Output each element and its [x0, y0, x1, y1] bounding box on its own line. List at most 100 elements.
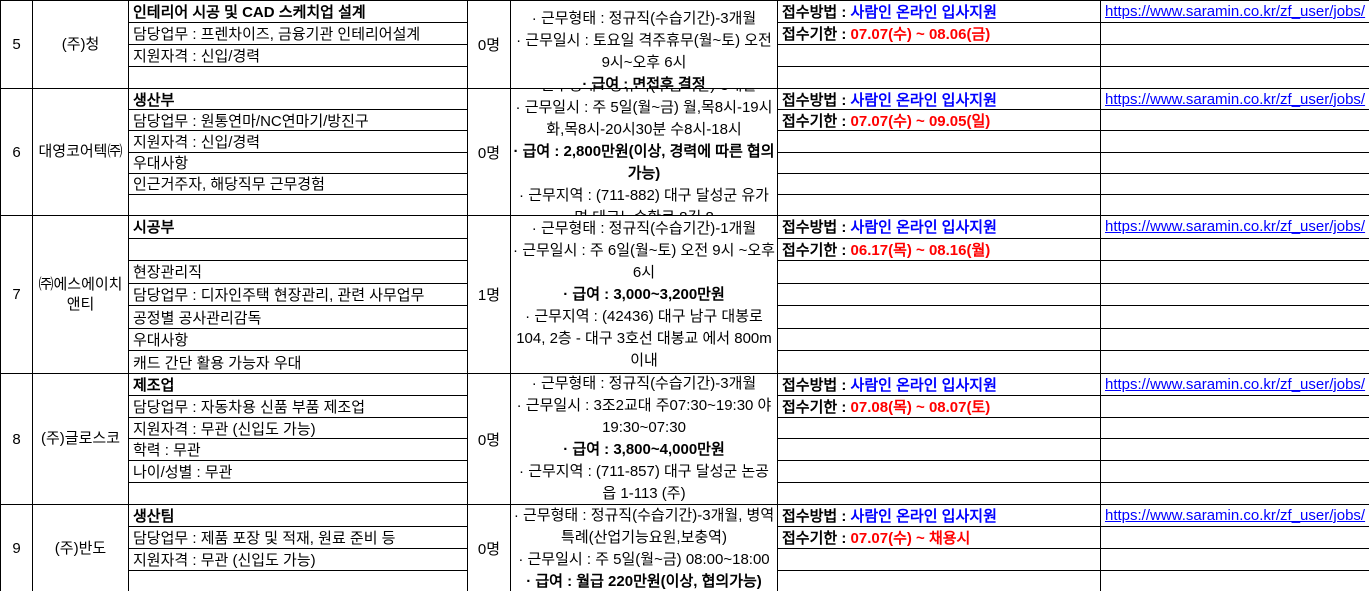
- job-url-link[interactable]: https://www.saramin.co.kr/zf_user/jobs/: [1105, 507, 1366, 524]
- row-number-cell[interactable]: 8: [1, 374, 33, 504]
- empty-cell-row[interactable]: [1101, 23, 1369, 45]
- company-cell[interactable]: (주)청: [33, 1, 129, 88]
- deadline-row[interactable]: 접수기한 : 07.07(수) ~ 채용시: [778, 527, 1100, 549]
- deadline-row[interactable]: 접수기한 : 06.17(목) ~ 08.16(월): [778, 239, 1100, 262]
- empty-cell-row[interactable]: [1101, 239, 1369, 262]
- conditions-cell[interactable]: · 근무형태 : 정규직(수습기간)-3개월, 병역특례(산업기능요원,보충역)…: [511, 505, 778, 591]
- detail-row[interactable]: [129, 67, 467, 88]
- detail-row[interactable]: 제조업: [129, 374, 467, 396]
- detail-row[interactable]: 지원자격 : 무관 (신입도 가능): [129, 418, 467, 440]
- url-row[interactable]: https://www.saramin.co.kr/zf_user/jobs/: [1101, 89, 1369, 111]
- empty-cell-row[interactable]: [778, 549, 1100, 571]
- detail-row[interactable]: [129, 571, 467, 591]
- headcount-cell[interactable]: 0명: [468, 374, 511, 504]
- empty-cell-row[interactable]: [1101, 329, 1369, 352]
- job-url-link[interactable]: https://www.saramin.co.kr/zf_user/jobs/: [1105, 218, 1366, 236]
- empty-cell-row[interactable]: [1101, 461, 1369, 484]
- detail-row[interactable]: 담당업무 : 디자인주택 현장관리, 관련 사무업무: [129, 284, 467, 307]
- deadline-row[interactable]: 접수기한 : 07.07(수) ~ 08.06(금): [778, 23, 1100, 45]
- empty-cell-row[interactable]: [778, 306, 1100, 329]
- detail-row[interactable]: 시공부: [129, 216, 467, 239]
- url-row[interactable]: https://www.saramin.co.kr/zf_user/jobs/: [1101, 374, 1369, 396]
- empty-cell-row[interactable]: [778, 261, 1100, 284]
- empty-cell-row[interactable]: [778, 153, 1100, 174]
- empty-cell-row[interactable]: [1101, 351, 1369, 373]
- empty-cell-row[interactable]: [778, 461, 1100, 484]
- empty-cell-row[interactable]: [1101, 306, 1369, 329]
- apply-method-row[interactable]: 접수방법 : 사람인 온라인 입사지원: [778, 1, 1100, 23]
- empty-cell-row[interactable]: [1101, 483, 1369, 504]
- job-url-link[interactable]: https://www.saramin.co.kr/zf_user/jobs/: [1105, 3, 1366, 20]
- apply-method-row[interactable]: 접수방법 : 사람인 온라인 입사지원: [778, 374, 1100, 396]
- deadline-row[interactable]: 접수기한 : 07.07(수) ~ 09.05(일): [778, 110, 1100, 132]
- empty-cell-row[interactable]: [778, 483, 1100, 504]
- conditions-cell[interactable]: · 근무형태 : 정규직(수습기간)-3개월 · 근무일시 : 토요일 격주휴무(…: [511, 1, 778, 88]
- empty-cell-row[interactable]: [1101, 549, 1369, 571]
- detail-row[interactable]: 학력 : 무관: [129, 439, 467, 462]
- empty-cell-row[interactable]: [1101, 45, 1369, 67]
- conditions-cell[interactable]: · 근무형태 : 정규직(수습기간)-3개월 · 근무일시 : 주 5일(월~금)…: [511, 89, 778, 215]
- empty-cell-row[interactable]: [1101, 571, 1369, 591]
- detail-row[interactable]: 담당업무 : 프렌차이즈, 금융기관 인테리어설계: [129, 23, 467, 45]
- empty-cell-row[interactable]: [778, 571, 1100, 591]
- row-number-cell[interactable]: 7: [1, 216, 33, 373]
- empty-cell-row[interactable]: [778, 195, 1100, 215]
- row-number-cell[interactable]: 6: [1, 89, 33, 215]
- empty-cell-row[interactable]: [1101, 439, 1369, 462]
- empty-cell-row[interactable]: [1101, 195, 1369, 215]
- url-row[interactable]: https://www.saramin.co.kr/zf_user/jobs/: [1101, 1, 1369, 23]
- detail-row[interactable]: 인테리어 시공 및 CAD 스케치업 설계: [129, 1, 467, 23]
- apply-method-row[interactable]: 접수방법 : 사람인 온라인 입사지원: [778, 216, 1100, 239]
- job-url-link[interactable]: https://www.saramin.co.kr/zf_user/jobs/: [1105, 375, 1366, 393]
- empty-cell-row[interactable]: [778, 329, 1100, 352]
- empty-cell-row[interactable]: [778, 131, 1100, 153]
- detail-row[interactable]: 담당업무 : 제품 포장 및 적재, 원료 준비 등: [129, 527, 467, 549]
- url-row[interactable]: https://www.saramin.co.kr/zf_user/jobs/: [1101, 216, 1369, 239]
- headcount-cell[interactable]: 1명: [468, 216, 511, 373]
- detail-row[interactable]: 지원자격 : 신입/경력: [129, 131, 467, 153]
- company-cell[interactable]: ㈜에스에이치앤티: [33, 216, 129, 373]
- detail-row[interactable]: 지원자격 : 무관 (신입도 가능): [129, 549, 467, 571]
- detail-row[interactable]: 생산팀: [129, 505, 467, 527]
- detail-row[interactable]: 인근거주자, 해당직무 근무경험: [129, 174, 467, 195]
- detail-row[interactable]: [129, 483, 467, 504]
- empty-cell-row[interactable]: [1101, 527, 1369, 549]
- empty-cell-row[interactable]: [778, 439, 1100, 462]
- url-row[interactable]: https://www.saramin.co.kr/zf_user/jobs/: [1101, 505, 1369, 527]
- detail-row[interactable]: 담당업무 : 원통연마/NC연마기/방진구: [129, 110, 467, 132]
- detail-row[interactable]: 우대사항: [129, 329, 467, 352]
- conditions-cell[interactable]: · 근무형태 : 정규직(수습기간)-3개월 · 근무일시 : 3조2교대 주07…: [511, 374, 778, 504]
- empty-cell-row[interactable]: [1101, 418, 1369, 440]
- detail-row[interactable]: 나이/성별 : 무관: [129, 461, 467, 484]
- empty-cell-row[interactable]: [778, 174, 1100, 195]
- empty-cell-row[interactable]: [778, 67, 1100, 88]
- empty-cell-row[interactable]: [1101, 174, 1369, 195]
- company-cell[interactable]: (주)글로스코: [33, 374, 129, 504]
- detail-row[interactable]: 지원자격 : 신입/경력: [129, 45, 467, 67]
- apply-method-row[interactable]: 접수방법 : 사람인 온라인 입사지원: [778, 89, 1100, 111]
- empty-cell-row[interactable]: [1101, 261, 1369, 284]
- apply-method-row[interactable]: 접수방법 : 사람인 온라인 입사지원: [778, 505, 1100, 527]
- detail-row[interactable]: 캐드 간단 활용 가능자 우대: [129, 351, 467, 373]
- detail-row[interactable]: [129, 195, 467, 215]
- job-url-link[interactable]: https://www.saramin.co.kr/zf_user/jobs/: [1105, 90, 1366, 108]
- detail-row[interactable]: [129, 239, 467, 262]
- headcount-cell[interactable]: 0명: [468, 505, 511, 591]
- empty-cell-row[interactable]: [1101, 284, 1369, 307]
- deadline-row[interactable]: 접수기한 : 07.08(목) ~ 08.07(토): [778, 396, 1100, 418]
- empty-cell-row[interactable]: [778, 418, 1100, 440]
- empty-cell-row[interactable]: [1101, 67, 1369, 88]
- detail-row[interactable]: 담당업무 : 자동차용 신품 부품 제조업: [129, 396, 467, 418]
- row-number-cell[interactable]: 5: [1, 1, 33, 88]
- detail-row[interactable]: 공정별 공사관리감독: [129, 306, 467, 329]
- empty-cell-row[interactable]: [1101, 110, 1369, 132]
- headcount-cell[interactable]: 0명: [468, 1, 511, 88]
- empty-cell-row[interactable]: [1101, 396, 1369, 418]
- detail-row[interactable]: 생산부: [129, 89, 467, 111]
- empty-cell-row[interactable]: [1101, 153, 1369, 174]
- company-cell[interactable]: (주)반도: [33, 505, 129, 591]
- company-cell[interactable]: 대영코어텍㈜: [33, 89, 129, 215]
- empty-cell-row[interactable]: [778, 351, 1100, 373]
- detail-row[interactable]: 현장관리직: [129, 261, 467, 284]
- empty-cell-row[interactable]: [778, 284, 1100, 307]
